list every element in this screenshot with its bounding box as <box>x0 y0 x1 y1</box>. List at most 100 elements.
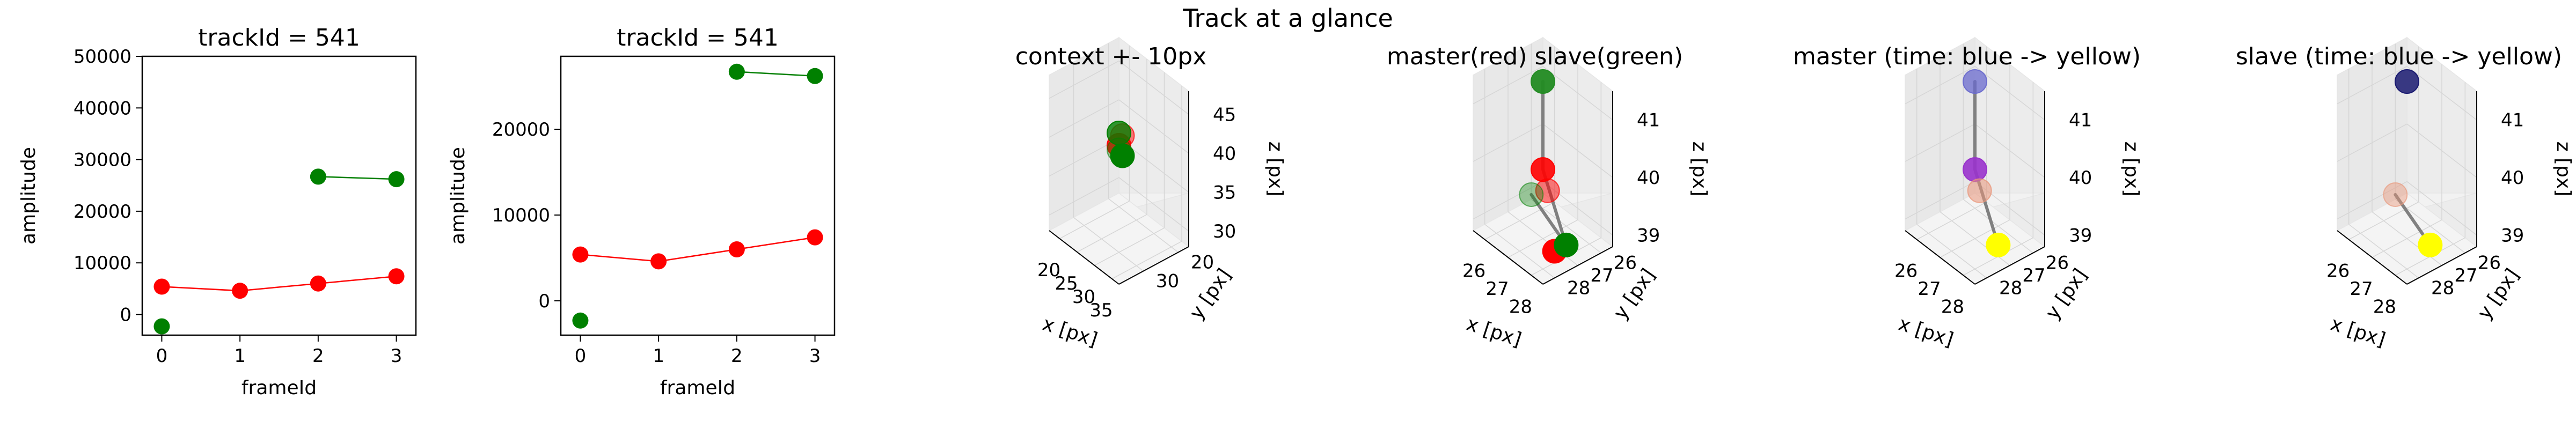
z-tick-label: 39 <box>1637 225 1660 247</box>
x-tick-label: 27 <box>2350 278 2373 300</box>
data-point <box>728 63 745 80</box>
z-tick-label: 41 <box>2069 110 2092 131</box>
y-axis-line <box>2406 246 2477 285</box>
chart-title: master(red) slave(green) <box>1387 43 1683 70</box>
x-axis-line <box>1473 230 1543 285</box>
x-tick-label: 25 <box>1055 273 1078 294</box>
grid-line <box>1542 66 1613 121</box>
series-line <box>162 275 397 292</box>
data-point <box>388 268 405 285</box>
grid-line <box>1473 123 1543 162</box>
grid-line <box>1077 214 1147 253</box>
data-point <box>572 312 589 329</box>
plot-frame <box>560 55 836 336</box>
grid-line <box>1049 99 1119 138</box>
data-point <box>1531 69 1555 94</box>
x-tick-label: 27 <box>1485 278 1509 300</box>
data-point <box>1963 69 1987 94</box>
grid-line <box>2406 66 2477 121</box>
x-axis-label: frameId <box>241 377 317 399</box>
series-2 <box>153 318 170 335</box>
x-tick-label: 3 <box>391 345 402 367</box>
data-point <box>1554 232 1579 257</box>
y-tick-label: 27 <box>1590 265 1613 286</box>
z-tick-label: 40 <box>1213 143 1236 165</box>
grid-line <box>1905 123 1975 162</box>
data-point <box>1535 178 1560 203</box>
grid-line <box>1916 224 1987 278</box>
data-point <box>650 253 667 270</box>
z-tick-label: 41 <box>1637 110 1660 131</box>
series-line <box>318 176 397 180</box>
series-3 <box>728 63 823 84</box>
data-point <box>572 246 589 263</box>
y-tick-label: 20 <box>1191 252 1214 273</box>
z-tick-label: 40 <box>2069 167 2092 189</box>
data-point <box>310 275 326 292</box>
data-point <box>1986 232 2011 257</box>
y-tick-label: 27 <box>2022 265 2045 286</box>
grid-line <box>1108 198 1179 253</box>
z-tick-label: 45 <box>1213 105 1236 126</box>
series-2 <box>572 312 589 329</box>
series-3 <box>310 168 405 188</box>
data-point <box>807 229 823 246</box>
grid-line <box>1111 241 1182 279</box>
data-point <box>310 168 326 185</box>
z-tick-label: 39 <box>2069 225 2092 247</box>
grid-line <box>1059 201 1130 239</box>
x-tick-label: 26 <box>2326 261 2350 282</box>
y-tick-label: 28 <box>1999 277 2022 299</box>
data-point <box>1531 157 1555 182</box>
data-point <box>153 318 170 335</box>
y-axis-label: y [px] <box>1185 265 1236 324</box>
grid-line <box>2406 123 2477 178</box>
x-tick-label: 26 <box>1894 261 1918 282</box>
grid-line <box>2337 66 2407 105</box>
grid-line <box>1094 227 1165 266</box>
x-tick-label: 26 <box>1462 261 1485 282</box>
chart-title: trackId = 541 <box>198 24 360 51</box>
data-point <box>388 171 405 188</box>
x-axis-line <box>1049 230 1119 285</box>
y-tick-label: 30 <box>1156 271 1179 292</box>
x-tick-label: 2 <box>731 345 743 367</box>
x-tick-label: 0 <box>575 345 587 367</box>
data-point <box>232 283 248 299</box>
y-tick-label: 20000 <box>492 119 550 140</box>
x-tick-label: 30 <box>1072 286 1095 308</box>
z-axis-label: z [px] <box>2120 142 2142 197</box>
data-point <box>1519 182 1544 207</box>
series-line <box>736 71 815 77</box>
line-chart-1: trackId = 541 0 1 2 3 0 10000 20000 30000 40000 50… <box>18 24 417 399</box>
x-tick-label: 2 <box>312 345 324 367</box>
z-axis-label: z [px] <box>1688 142 1710 197</box>
grid-line <box>1531 199 1601 254</box>
z-axis-label: z [px] <box>2552 142 2574 197</box>
data-point <box>2395 69 2419 94</box>
grid-line <box>1484 224 1555 278</box>
y-tick-label: 10000 <box>492 205 550 226</box>
x-tick-label: 35 <box>1089 300 1113 321</box>
x-axis-label: x [px] <box>2328 313 2388 351</box>
series-1 <box>572 229 823 270</box>
x-tick-label: 28 <box>1941 296 1964 317</box>
y-tick-label: 0 <box>538 291 550 312</box>
plot-frame <box>141 55 417 336</box>
y-axis-line <box>1118 246 1189 285</box>
y-tick-label: 28 <box>2431 277 2454 299</box>
line-chart-2: trackId = 541 0 1 2 3 0 10000 20000 frameId ampli… <box>447 24 836 399</box>
y-axis-label: amplitude <box>447 147 469 245</box>
y-tick-label: 20000 <box>74 201 131 223</box>
grid-line <box>1473 66 1543 105</box>
data-point <box>807 68 823 84</box>
x-axis-label: frameId <box>660 377 735 399</box>
y-tick-label: 27 <box>2454 265 2477 286</box>
y-tick-label: 30000 <box>74 150 131 171</box>
x-tick-label: 28 <box>2373 296 2396 317</box>
figure-suptitle: Track at a glance <box>1182 4 1393 33</box>
